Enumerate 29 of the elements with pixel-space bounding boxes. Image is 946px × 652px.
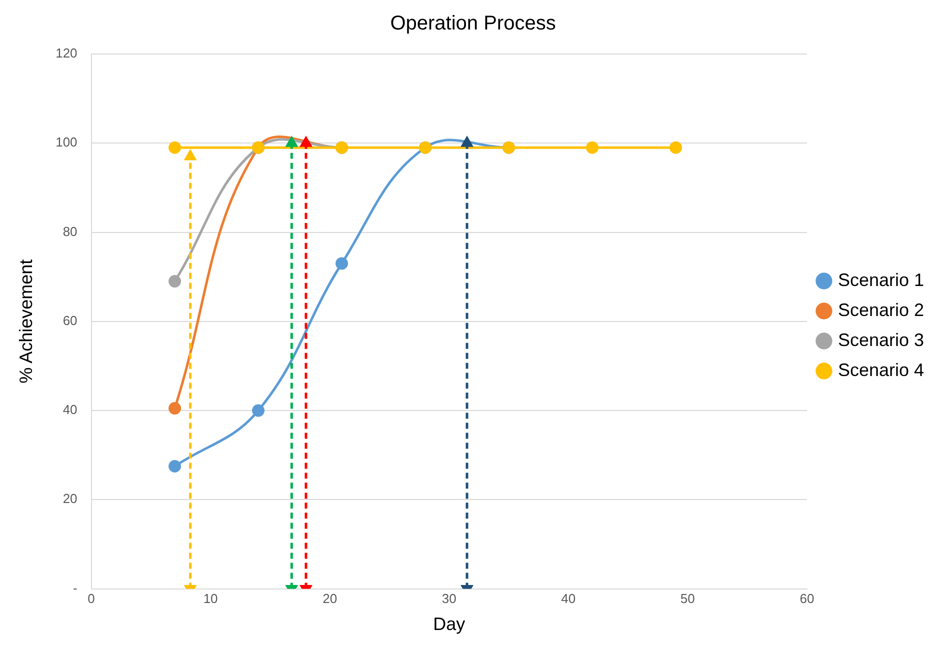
y-tick-label: 120 (56, 46, 78, 61)
point (586, 141, 598, 154)
point (252, 404, 265, 417)
y-tick-label: 60 (62, 312, 78, 328)
point (168, 275, 182, 288)
x-tick-label: 30 (442, 591, 456, 606)
point (168, 460, 182, 472)
point (669, 141, 682, 154)
point (168, 402, 182, 415)
chart-title: Operation Process (390, 12, 556, 35)
x-tick-label: 10 (203, 591, 218, 606)
legend-label: Scenario 3 (838, 330, 924, 350)
x-tick-label: 40 (561, 591, 576, 606)
y-tick-label: 100 (56, 134, 78, 150)
x-tick-label: 0 (88, 591, 95, 606)
legend-label: Scenario 2 (838, 300, 924, 320)
legend-label: Scenario 1 (838, 270, 924, 290)
legend-label: Scenario 4 (838, 360, 924, 380)
point (336, 257, 348, 270)
y-tick-label: 80 (62, 224, 78, 239)
y-tick-label: 20 (62, 491, 78, 506)
point (168, 141, 182, 154)
y-axis-title: % Achievement (16, 259, 36, 384)
y-tick-label: 40 (62, 402, 78, 418)
x-tick-label: 20 (322, 591, 338, 606)
x-tick-label: 50 (680, 591, 695, 606)
x-axis-title: Day (433, 614, 466, 634)
y-tick-label: - (72, 580, 78, 596)
x-tick-label: 60 (800, 591, 814, 606)
